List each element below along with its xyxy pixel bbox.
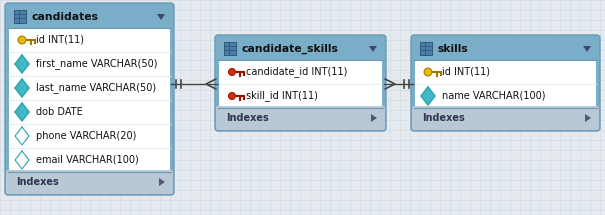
Text: candidate_id INT(11): candidate_id INT(11) xyxy=(246,67,347,77)
Polygon shape xyxy=(15,55,29,73)
Text: candidates: candidates xyxy=(32,12,99,22)
Bar xyxy=(14,10,26,23)
Bar xyxy=(415,60,596,108)
Text: Indexes: Indexes xyxy=(422,113,465,123)
Polygon shape xyxy=(15,151,29,169)
Bar xyxy=(420,42,432,55)
Text: last_name VARCHAR(50): last_name VARCHAR(50) xyxy=(36,83,156,94)
Text: Indexes: Indexes xyxy=(226,113,269,123)
Text: candidate_skills: candidate_skills xyxy=(242,44,339,54)
FancyBboxPatch shape xyxy=(216,106,385,130)
FancyBboxPatch shape xyxy=(5,3,174,195)
Text: name VARCHAR(100): name VARCHAR(100) xyxy=(442,91,546,101)
Polygon shape xyxy=(371,114,377,122)
Bar xyxy=(219,60,382,108)
Text: id INT(11): id INT(11) xyxy=(442,67,490,77)
Bar xyxy=(224,42,236,55)
Circle shape xyxy=(229,92,235,100)
Circle shape xyxy=(424,68,432,76)
Polygon shape xyxy=(15,127,29,145)
Circle shape xyxy=(18,36,26,44)
Text: first_name VARCHAR(50): first_name VARCHAR(50) xyxy=(36,58,157,69)
Polygon shape xyxy=(15,79,29,97)
FancyBboxPatch shape xyxy=(6,170,173,194)
Text: skills: skills xyxy=(438,44,469,54)
Text: phone VARCHAR(20): phone VARCHAR(20) xyxy=(36,131,136,141)
Polygon shape xyxy=(583,46,591,52)
FancyBboxPatch shape xyxy=(412,106,599,130)
Text: skill_id INT(11): skill_id INT(11) xyxy=(246,91,318,101)
Text: email VARCHAR(100): email VARCHAR(100) xyxy=(36,155,139,165)
Polygon shape xyxy=(421,87,435,105)
Text: dob DATE: dob DATE xyxy=(36,107,83,117)
Text: Indexes: Indexes xyxy=(16,177,59,187)
FancyBboxPatch shape xyxy=(215,35,386,131)
Bar xyxy=(9,28,170,172)
Text: id INT(11): id INT(11) xyxy=(36,35,84,45)
Polygon shape xyxy=(157,14,165,20)
Polygon shape xyxy=(369,46,377,52)
Circle shape xyxy=(229,69,235,75)
Polygon shape xyxy=(15,103,29,121)
Polygon shape xyxy=(159,178,165,186)
FancyBboxPatch shape xyxy=(411,35,600,131)
Polygon shape xyxy=(585,114,591,122)
